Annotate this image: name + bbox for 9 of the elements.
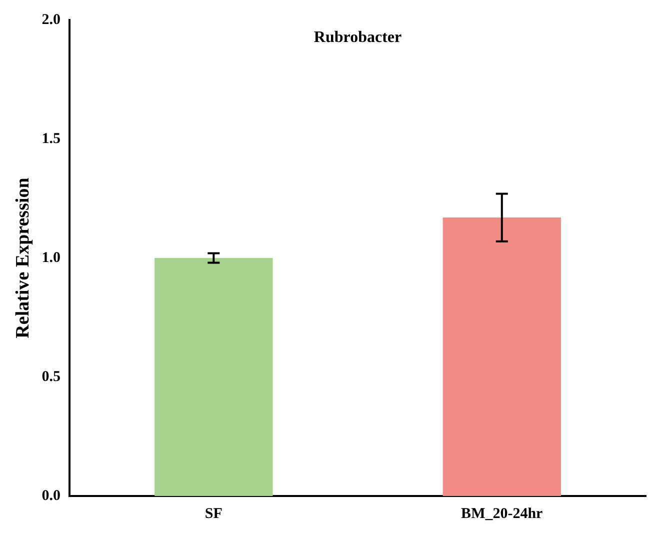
y-tick-label: 1.0 [42,250,61,266]
x-tick-label: SF [204,506,222,522]
y-tick-label: 0.0 [42,488,61,504]
x-tick-label: BM_20-24hr [461,506,544,522]
y-tick-label: 2.0 [42,12,61,28]
y-tick-label: 1.5 [42,130,61,147]
y-tick-label: 0.5 [42,368,61,385]
text: Rubrobacter [314,29,402,46]
y-axis-title: Relative Expression [12,177,34,338]
